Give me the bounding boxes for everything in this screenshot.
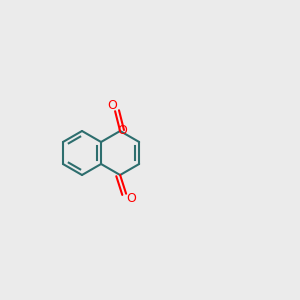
Text: O: O xyxy=(107,99,117,112)
Text: O: O xyxy=(117,124,127,136)
Text: O: O xyxy=(126,192,136,205)
